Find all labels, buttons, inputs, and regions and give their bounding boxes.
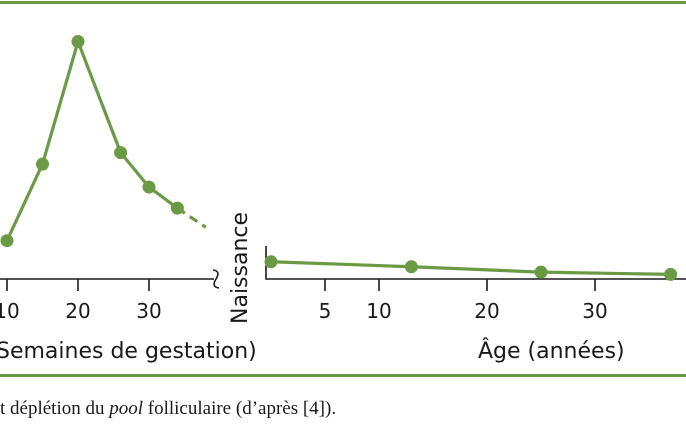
age-x-tick-label-5: 5 [319,299,332,323]
gestation-data-point-3 [114,146,128,160]
gestation-series [0,35,207,248]
gestation-x-tick-label-20: 20 [65,299,90,323]
gestation-x-tick-label-30: 30 [136,299,161,323]
gestation-data-point-0 [0,234,14,248]
age-data-point-1 [404,260,418,274]
age-x-tick-label-10: 10 [366,299,391,323]
age-x-ticks: 5 10 20 30 [319,279,608,323]
age-data-point-3 [664,267,678,281]
gestation-x-tick-label-10: 10 [0,299,20,323]
caption-italic-term: pool [109,398,144,419]
age-x-tick-label-30: 30 [582,299,607,323]
birth-divider-label: Naissance [228,212,253,324]
age-x-tick-label-20: 20 [474,299,499,323]
caption-text-after: folliculaire (d’après [4]). [143,398,337,419]
age-x-axis-label: Âge (années) [478,338,625,364]
gestation-series-line [5,39,179,242]
gestation-data-point-2 [71,35,85,49]
age-series [264,255,678,281]
age-data-point-2 [534,265,548,279]
age-series-line [270,260,671,277]
gestation-data-point-1 [36,157,49,171]
gestation-data-point-4 [142,180,156,194]
figure-caption: t déplétion du pool folliculaire (d’aprè… [0,398,686,420]
gestation-x-axis-label: Semaines de gestation) [0,339,257,364]
chart: 10 20 30 5 10 20 30 Semaines de gestation) Âg… [0,1,686,377]
gestation-x-ticks: 10 20 30 [0,279,162,323]
gestation-data-point-5 [170,201,184,215]
caption-text-before: t déplétion du [0,398,110,419]
age-data-point-0 [264,255,278,269]
gestation-axis [0,269,220,289]
